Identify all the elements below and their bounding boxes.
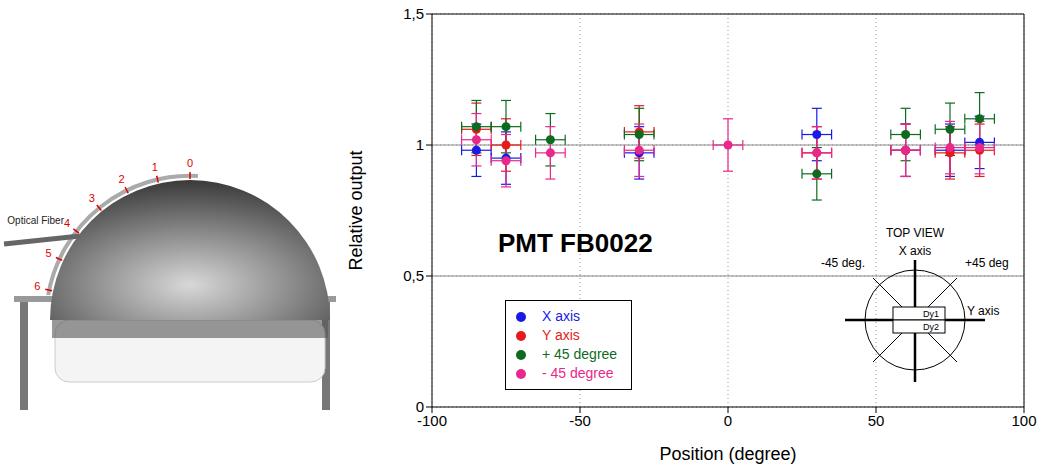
- svg-text:1: 1: [416, 136, 424, 153]
- svg-text:0: 0: [724, 412, 732, 429]
- svg-text:0: 0: [416, 398, 424, 415]
- svg-text:2: 2: [119, 173, 125, 185]
- svg-text:Dy2: Dy2: [923, 322, 939, 332]
- html-text:X axis: X axis: [542, 308, 581, 324]
- svg-text:Dy1: Dy1: [923, 309, 939, 319]
- html-text:Y axis: Y axis: [542, 327, 580, 343]
- svg-text:Y axis: Y axis: [967, 304, 999, 318]
- svg-text:X axis: X axis: [899, 244, 932, 258]
- svg-text:Relative output: Relative output: [346, 150, 366, 270]
- svg-text:Optical Fiber: Optical Fiber: [7, 215, 64, 226]
- svg-text:6: 6: [34, 280, 40, 292]
- svg-text:5: 5: [46, 247, 52, 259]
- svg-text:1,5: 1,5: [403, 5, 424, 22]
- svg-text:100: 100: [1011, 412, 1036, 429]
- svg-text:-45 deg.: -45 deg.: [821, 256, 865, 270]
- svg-text:4: 4: [64, 217, 70, 229]
- html-text:PMT FB0022: PMT FB0022: [498, 228, 653, 258]
- svg-text:-100: -100: [417, 411, 447, 429]
- svg-text:0: 0: [187, 157, 193, 169]
- svg-text:Position (degree): Position (degree): [659, 444, 796, 464]
- svg-text:1: 1: [152, 161, 158, 173]
- svg-text:50: 50: [868, 412, 885, 429]
- svg-text:0,5: 0,5: [403, 267, 424, 284]
- html-text:- 45 degree: - 45 degree: [542, 365, 614, 381]
- svg-text:-50: -50: [569, 412, 591, 429]
- svg-text:TOP VIEW: TOP VIEW: [886, 226, 945, 240]
- svg-text:+45 deg: +45 deg: [965, 256, 1009, 270]
- html-text:+ 45 degree: + 45 degree: [542, 346, 618, 362]
- svg-text:3: 3: [89, 192, 95, 204]
